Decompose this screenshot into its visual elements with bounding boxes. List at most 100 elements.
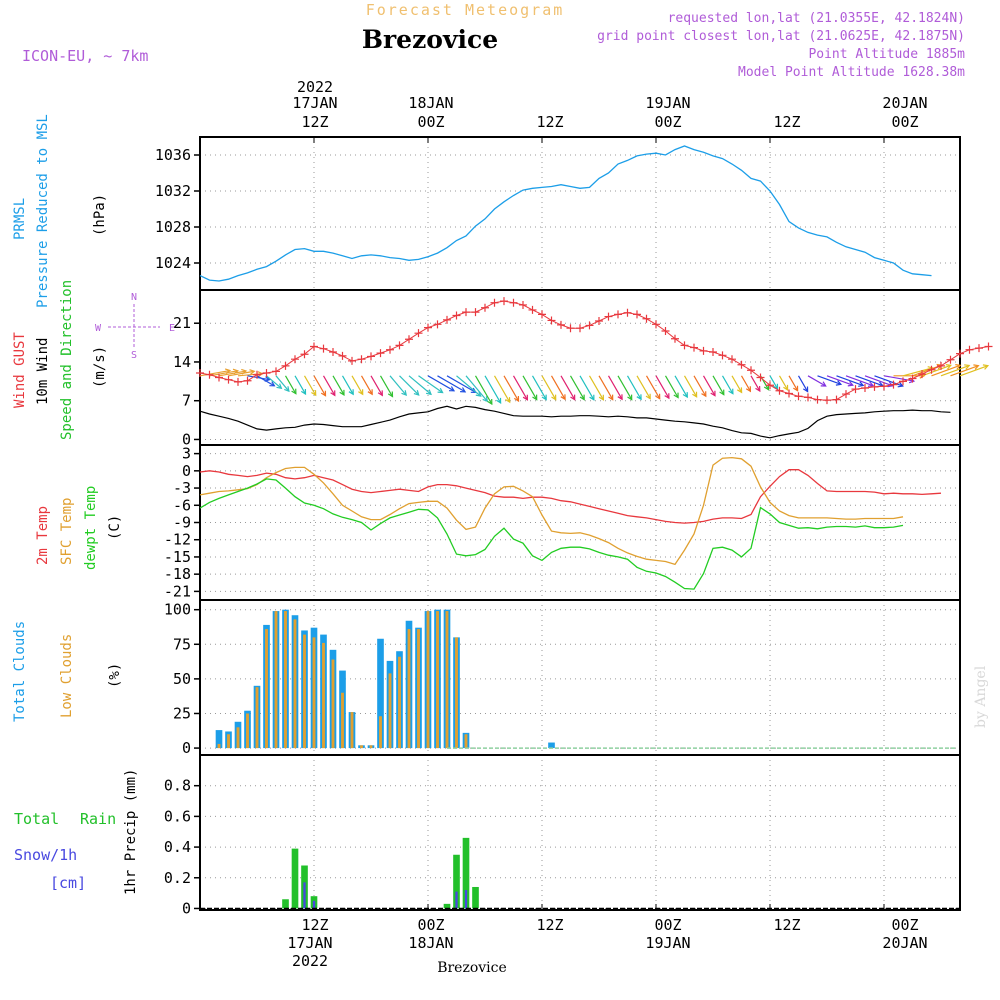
wind-arrow-head (755, 385, 761, 393)
low-clouds-bar (236, 727, 240, 749)
wind-arrow-head (425, 389, 432, 396)
bottom-tick-label: 12Z (536, 916, 563, 934)
wind-arrow-head (728, 388, 734, 395)
wind-arrow-head (284, 386, 290, 393)
station-title: Brezovice (362, 25, 498, 54)
gust-marker (443, 315, 451, 324)
precip-bars (200, 837, 960, 910)
gust-marker (519, 300, 527, 309)
low-clouds-bar (331, 659, 335, 749)
gust-marker (452, 311, 461, 320)
y-tick-label: 1028 (155, 218, 191, 236)
gust-marker (889, 380, 898, 389)
y-tick-label: -18 (164, 565, 191, 583)
wind-arrow-head (736, 387, 743, 394)
total-clouds-bar (215, 730, 223, 749)
wind-arrow-head (627, 394, 633, 401)
gust-marker (538, 310, 546, 319)
wind-arrow-head (673, 392, 679, 399)
gust-marker (794, 392, 803, 401)
wind-arrow (218, 370, 247, 377)
wind-arrow (598, 375, 614, 400)
compass-east: E (169, 323, 175, 334)
gust-marker (367, 352, 375, 361)
top-tick-label: 12Z (536, 113, 563, 131)
wind-arrow-head (710, 390, 716, 397)
gust-marker (224, 375, 233, 384)
top-tick-label: 12Z (301, 113, 328, 131)
precip-panel: 0 0.2 0.4 0.6 0.8 (164, 754, 961, 917)
wind-arrow (902, 367, 933, 377)
gust-marker (984, 342, 993, 351)
wind-arrow-head (645, 393, 651, 400)
wind-arrow-head (945, 364, 952, 370)
wind-arrow (418, 375, 443, 394)
gust-marker (899, 377, 907, 386)
y-tick-label: 3 (182, 445, 191, 463)
wind-arrow-head (413, 390, 420, 396)
bottom-time-axis: 12Z 17JAN 2022 00Z 18JAN 12Z 00Z 19JAN 1… (287, 916, 927, 970)
wind-arrow (636, 375, 651, 400)
low-clouds-bar (341, 692, 344, 749)
low-clouds-bar (388, 673, 392, 749)
wind-arrow (313, 375, 326, 396)
wind-arrow-head (608, 394, 614, 401)
gridpoint-location: grid point closest lon,lat (21.0625E, 42… (597, 29, 965, 44)
wind-arrow-head (387, 391, 394, 398)
y-tick-label: 0.2 (164, 869, 191, 887)
wind-arrow (512, 375, 528, 401)
low-clouds-bar (455, 637, 458, 749)
rain-bar (462, 837, 470, 909)
gust-marker (300, 350, 309, 359)
point-altitude: Point Altitude 1885m (808, 47, 965, 62)
gust-marker (329, 348, 337, 356)
y-tick-label: 25 (173, 704, 191, 722)
low-clouds-bar (265, 629, 268, 749)
wind-arrow-head (682, 392, 688, 399)
gust-marker (690, 343, 698, 352)
wind-arrow-head (655, 393, 661, 400)
top-time-axis: 2022 17JAN 12Z 18JAN 00Z 12Z 19JAN 00Z 1… (292, 78, 927, 131)
rain-bar (443, 903, 451, 909)
wind-arrow-head (532, 394, 538, 401)
gust-marker (937, 361, 945, 370)
low-clouds-bar (436, 611, 439, 749)
wind-arrow (693, 375, 707, 397)
y-tick-label: -6 (173, 496, 191, 514)
wind-arrow-head (783, 384, 789, 391)
model-label: ICON-EU, ~ 7km (22, 47, 148, 65)
wind-arrow-head (401, 390, 408, 397)
wind-arrow-head (692, 391, 698, 398)
gust-marker (851, 385, 860, 394)
y-tick-label: 0 (182, 430, 191, 448)
wind-arrow (294, 375, 307, 395)
top-tick-label: 00Z (891, 113, 918, 131)
t2m-line (199, 469, 942, 524)
low-clouds-bar (246, 713, 249, 749)
total-clouds-bar (377, 638, 384, 749)
wind-arrow-head (719, 389, 725, 396)
snow-bar (464, 890, 468, 909)
wind-arrow (664, 375, 679, 398)
low-clouds-bar (303, 634, 306, 749)
wind-arrow-head (505, 397, 511, 404)
top-tick-label: 00Z (417, 113, 444, 131)
y-tick-label: -3 (173, 479, 191, 497)
wind-arrow-head (300, 388, 307, 396)
wind-arrow (275, 375, 290, 392)
wind-arrow (560, 375, 576, 400)
wind-arrow (826, 375, 853, 386)
wind-arrow-head (541, 394, 547, 401)
gust-marker (357, 355, 366, 364)
pressure-panel: 1024 1028 1032 1036 (155, 136, 961, 291)
gust-marker (823, 396, 831, 405)
gust-marker (709, 348, 717, 356)
low-clouds-bar (426, 611, 430, 749)
gust-marker (785, 389, 793, 398)
compass-south: S (131, 350, 137, 361)
wind-arrow-head (448, 386, 456, 392)
gust-marker (500, 297, 508, 306)
gust-marker (642, 314, 651, 323)
wind-arrow (446, 375, 477, 393)
wind-arrow-head (339, 389, 345, 396)
